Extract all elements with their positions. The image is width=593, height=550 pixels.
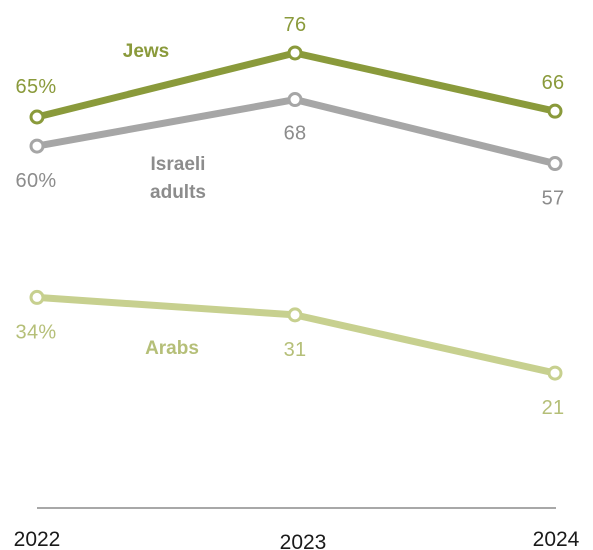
arabs-point-2024 — [547, 365, 563, 381]
jews-point-2024 — [547, 103, 563, 119]
x-tick-label-2022: 2022 — [14, 528, 61, 550]
label-layer: 65% 76 66 Jews 60% 68 57 Israeli adults 34% 31 21 Ar… — [16, 14, 565, 419]
x-tick-labels: 2022 2023 2024 — [14, 528, 580, 550]
jews-value-label-2023: 76 — [284, 14, 307, 36]
arabs-value-label-2024: 21 — [542, 397, 565, 419]
jews-series-label: Jews — [123, 41, 169, 62]
jews-series-line — [33, 49, 559, 121]
israeli-adults-value-label-2023: 68 — [284, 123, 307, 145]
jews-value-label-2022: 65% — [16, 76, 57, 98]
jews-point-2023 — [287, 45, 303, 61]
arabs-point-2023 — [287, 307, 303, 323]
israeli-adults-value-label-2022: 60% — [16, 170, 57, 192]
arabs-value-label-2023: 31 — [284, 339, 307, 361]
arabs-value-label-2022: 34% — [16, 321, 57, 343]
series-layer — [29, 45, 563, 381]
x-tick-label-2023: 2023 — [280, 531, 327, 550]
israeli-adults-series-label: Israeli adults — [150, 154, 206, 203]
israeli-adults-point-2023 — [287, 92, 303, 108]
israeli-adults-point-2022 — [29, 138, 45, 154]
jews-point-2022 — [29, 109, 45, 125]
arabs-point-2022 — [29, 289, 45, 305]
israeli-adults-point-2024 — [547, 156, 563, 172]
arabs-series-label: Arabs — [145, 338, 199, 359]
x-tick-label-2024: 2024 — [533, 528, 580, 550]
israeli-adults-value-label-2024: 57 — [542, 188, 565, 210]
jews-value-label-2024: 66 — [542, 72, 565, 94]
